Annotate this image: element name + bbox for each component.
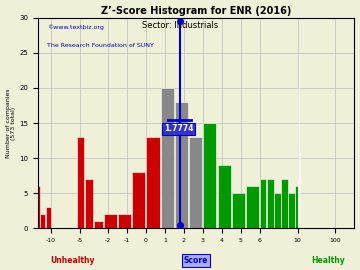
- Bar: [295, 186, 298, 228]
- Bar: [217, 165, 231, 228]
- Bar: [34, 186, 40, 228]
- Bar: [203, 123, 216, 228]
- Bar: [246, 186, 259, 228]
- Text: The Research Foundation of SUNY: The Research Foundation of SUNY: [48, 43, 154, 48]
- Bar: [288, 193, 295, 228]
- Bar: [267, 179, 274, 228]
- Bar: [274, 193, 281, 228]
- Bar: [189, 137, 202, 228]
- Text: Sector: Industrials: Sector: Industrials: [142, 21, 218, 30]
- Bar: [175, 102, 188, 228]
- Bar: [46, 207, 51, 228]
- Bar: [260, 179, 266, 228]
- Text: Unhealthy: Unhealthy: [50, 256, 95, 265]
- Bar: [161, 88, 174, 228]
- Bar: [77, 137, 84, 228]
- Bar: [281, 179, 288, 228]
- Text: ©www.textbiz.org: ©www.textbiz.org: [48, 24, 104, 30]
- Bar: [104, 214, 117, 228]
- Bar: [232, 193, 245, 228]
- Bar: [40, 214, 45, 228]
- Title: Z’-Score Histogram for ENR (2016): Z’-Score Histogram for ENR (2016): [101, 6, 291, 16]
- Text: 1.7774: 1.7774: [164, 124, 193, 133]
- Y-axis label: Number of companies
(573 total): Number of companies (573 total): [5, 88, 16, 158]
- Bar: [94, 221, 103, 228]
- Text: Score: Score: [184, 256, 208, 265]
- Bar: [85, 179, 93, 228]
- Bar: [147, 137, 159, 228]
- Bar: [118, 214, 131, 228]
- Bar: [132, 172, 145, 228]
- Text: Healthy: Healthy: [311, 256, 345, 265]
